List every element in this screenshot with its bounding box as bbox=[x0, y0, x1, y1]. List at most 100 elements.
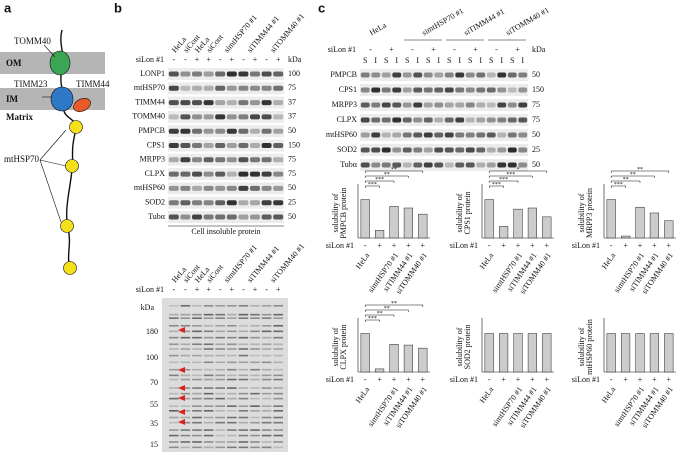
gel-band bbox=[250, 397, 260, 400]
bracket bbox=[488, 175, 533, 178]
row-label: CPS1 bbox=[147, 140, 165, 149]
band bbox=[215, 171, 226, 177]
band bbox=[226, 71, 237, 77]
label: mtHSP70 bbox=[4, 154, 40, 164]
band bbox=[192, 85, 202, 91]
blot-strip bbox=[168, 139, 284, 152]
kda: 150 bbox=[532, 85, 544, 94]
row-label: PMPCB bbox=[138, 126, 165, 135]
gel-band bbox=[203, 361, 214, 364]
band bbox=[423, 72, 433, 78]
gel-band bbox=[261, 361, 272, 364]
band bbox=[168, 85, 179, 91]
band bbox=[203, 85, 214, 91]
row-label: CLPX bbox=[337, 115, 358, 124]
gel-band bbox=[238, 374, 249, 377]
band bbox=[226, 157, 237, 163]
gel-band bbox=[250, 410, 260, 412]
band bbox=[273, 85, 284, 91]
gel-band bbox=[238, 405, 249, 407]
gel-band bbox=[203, 387, 214, 389]
row-label: siLon #1 bbox=[136, 55, 164, 64]
gel-band bbox=[227, 416, 237, 419]
y-axis-title: solubility of bbox=[455, 327, 464, 366]
band bbox=[402, 102, 412, 108]
sign: - bbox=[219, 55, 222, 64]
gel-band bbox=[169, 317, 179, 319]
gel-band bbox=[215, 434, 225, 437]
gel-band bbox=[238, 324, 249, 327]
band bbox=[215, 143, 226, 148]
gel-band bbox=[261, 378, 272, 381]
y-axis-title: mtHSP60 protein bbox=[585, 319, 594, 375]
bar bbox=[389, 344, 399, 373]
label: TOMM40 bbox=[14, 36, 51, 46]
band bbox=[226, 128, 237, 134]
band bbox=[238, 214, 249, 220]
row-label: CPS1 bbox=[339, 85, 357, 94]
gel-band bbox=[180, 313, 191, 316]
gel-band bbox=[238, 317, 249, 319]
band bbox=[518, 132, 528, 138]
gel-band bbox=[180, 434, 191, 437]
fraction: I bbox=[479, 56, 482, 65]
gel-band bbox=[215, 405, 225, 407]
gel-band bbox=[192, 313, 202, 316]
gel-band bbox=[273, 330, 283, 333]
band bbox=[444, 162, 454, 168]
sign: + bbox=[392, 241, 397, 250]
bar bbox=[635, 206, 645, 239]
gel-band bbox=[180, 416, 191, 419]
band bbox=[180, 171, 191, 177]
bar bbox=[484, 333, 494, 373]
kda: 75 bbox=[288, 83, 296, 92]
bar bbox=[403, 207, 413, 239]
gel-band bbox=[203, 429, 214, 431]
band bbox=[273, 157, 284, 163]
band bbox=[360, 147, 370, 153]
gel-band bbox=[180, 348, 191, 350]
band bbox=[434, 87, 444, 93]
gel-band bbox=[227, 313, 237, 316]
gel-band bbox=[238, 305, 249, 307]
band bbox=[226, 185, 237, 191]
band bbox=[273, 114, 284, 120]
band bbox=[168, 200, 179, 206]
gel-band bbox=[215, 374, 225, 377]
row-label: siLon #1 bbox=[326, 241, 354, 250]
band bbox=[465, 132, 475, 138]
gel-band bbox=[203, 368, 214, 371]
band bbox=[518, 117, 528, 123]
gel-band bbox=[238, 429, 249, 431]
band bbox=[168, 185, 179, 191]
gel-band bbox=[192, 387, 202, 389]
band bbox=[238, 100, 249, 106]
band bbox=[360, 87, 370, 93]
significance: ** bbox=[384, 172, 390, 178]
band bbox=[423, 102, 433, 108]
gel-band bbox=[273, 317, 283, 319]
band bbox=[360, 102, 370, 108]
gel-band bbox=[227, 387, 237, 389]
significance: * bbox=[517, 167, 520, 173]
band bbox=[226, 114, 237, 120]
fraction: S bbox=[426, 56, 430, 65]
fraction: I bbox=[437, 56, 440, 65]
fraction: S bbox=[489, 56, 493, 65]
gel-band bbox=[227, 374, 237, 377]
sign: - bbox=[242, 55, 245, 64]
gel-band bbox=[261, 421, 272, 424]
gel-band bbox=[169, 434, 179, 437]
band bbox=[434, 117, 444, 123]
band bbox=[518, 72, 528, 78]
gel-band bbox=[238, 336, 249, 339]
band bbox=[192, 185, 202, 191]
gel-band bbox=[215, 397, 225, 400]
gel-band bbox=[261, 313, 272, 316]
gel-band bbox=[192, 317, 202, 319]
band bbox=[455, 147, 465, 153]
row-label: siLon #1 bbox=[450, 241, 478, 250]
gel-band bbox=[227, 392, 237, 395]
sign: - bbox=[265, 285, 268, 294]
